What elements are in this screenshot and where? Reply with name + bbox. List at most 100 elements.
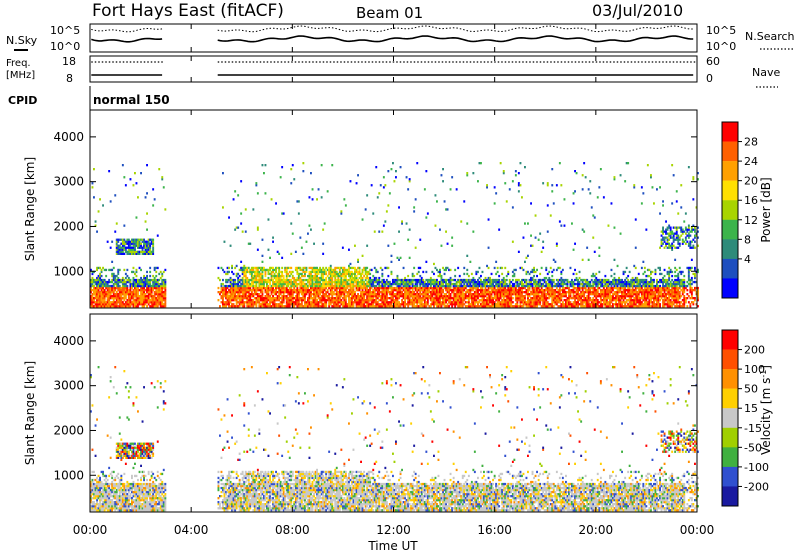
echo-cell — [276, 266, 279, 270]
echo-cell — [238, 301, 241, 304]
echo-cell — [316, 272, 318, 276]
echo-cell — [322, 268, 325, 272]
echo-cell — [522, 301, 525, 304]
echo-cell — [252, 208, 255, 211]
echo-cell — [396, 286, 399, 290]
echo-cell — [238, 297, 241, 300]
echo-cell — [118, 246, 121, 249]
echo-cell — [387, 244, 390, 247]
echo-cell — [587, 299, 590, 302]
echo-cell — [140, 276, 142, 280]
echo-cell — [240, 278, 243, 282]
echo-cell — [445, 280, 447, 284]
echo-cell — [522, 299, 525, 302]
freq-unit: [MHz] — [6, 70, 35, 81]
echo-cell — [464, 301, 467, 304]
echo-cell — [140, 289, 142, 292]
echo-cell — [399, 295, 402, 298]
echo-cell — [428, 289, 431, 292]
echo-cell — [127, 289, 130, 292]
echo-cell — [387, 289, 390, 292]
echo-cell — [533, 274, 535, 278]
echo-cell — [478, 295, 481, 298]
echo-cell — [558, 289, 561, 292]
echo-cell — [379, 266, 382, 270]
echo-cell — [402, 282, 405, 286]
echo-cell — [361, 286, 364, 290]
echo-cell — [619, 295, 622, 298]
echo-cell — [310, 289, 312, 292]
echo-cell — [293, 280, 296, 284]
echo-cell — [463, 200, 466, 203]
echo-cell — [250, 282, 253, 286]
echo-cell — [150, 291, 153, 294]
echo-cell — [399, 280, 402, 284]
echo-cell — [222, 282, 224, 286]
echo-cell — [384, 301, 387, 304]
echo-cell — [155, 289, 158, 292]
echo-cell — [426, 291, 429, 294]
echo-cell — [164, 297, 167, 300]
echo-cell — [519, 280, 522, 284]
echo-cell — [91, 289, 94, 292]
echo-cell — [373, 293, 376, 296]
echo-cell — [466, 291, 469, 294]
echo-cell — [602, 196, 605, 199]
echo-cell — [612, 297, 614, 300]
echo-cell — [146, 246, 148, 249]
echo-cell — [375, 297, 378, 300]
echo-cell — [91, 186, 94, 189]
echo-cell — [317, 276, 320, 280]
echo-cell — [604, 293, 607, 296]
echo-cell — [253, 276, 256, 280]
echo-cell — [375, 268, 378, 272]
echo-cell — [250, 301, 253, 304]
echo-cell — [401, 291, 403, 294]
echo-cell — [260, 282, 262, 286]
echo-cell — [404, 291, 406, 294]
echo-cell — [302, 289, 305, 292]
echo-cell — [472, 295, 475, 298]
echo-cell — [222, 301, 224, 304]
echo-cell — [150, 299, 153, 302]
echo-cell — [361, 282, 364, 286]
echo-cell — [278, 282, 281, 286]
echo-cell — [140, 244, 142, 247]
echo-cell — [311, 280, 314, 284]
echo-cell — [470, 303, 473, 306]
echo-cell — [317, 291, 320, 294]
echo-cell — [290, 282, 293, 286]
echo-cell — [364, 284, 367, 288]
echo-cell — [373, 278, 376, 282]
echo-cell — [261, 303, 264, 306]
echo-cell — [590, 284, 593, 288]
echo-cell — [338, 280, 341, 284]
echo-cell — [519, 301, 522, 304]
echo-cell — [252, 289, 255, 292]
echo-cell — [580, 291, 583, 294]
echo-cell — [413, 295, 416, 298]
echo-cell — [156, 286, 159, 290]
echo-cell — [346, 270, 349, 274]
echo-cell — [156, 289, 159, 292]
echo-cell — [146, 228, 148, 231]
echo-cell — [463, 282, 466, 286]
echo-cell — [586, 303, 589, 306]
echo-cell — [477, 282, 479, 286]
echo-cell — [517, 182, 520, 185]
echo-cell — [261, 286, 264, 290]
echo-cell — [530, 297, 532, 300]
echo-cell — [584, 284, 587, 288]
echo-cell — [253, 270, 256, 274]
echo-cell — [226, 303, 229, 306]
echo-cell — [261, 289, 264, 292]
echo-cell — [437, 299, 440, 302]
echo-cell — [616, 264, 619, 268]
echo-cell — [302, 299, 305, 302]
echo-cell — [100, 305, 103, 308]
echo-cell — [272, 278, 274, 282]
echo-cell — [275, 280, 277, 284]
echo-cell — [498, 301, 501, 304]
echo-cell — [258, 284, 261, 288]
echo-cell — [599, 282, 602, 286]
